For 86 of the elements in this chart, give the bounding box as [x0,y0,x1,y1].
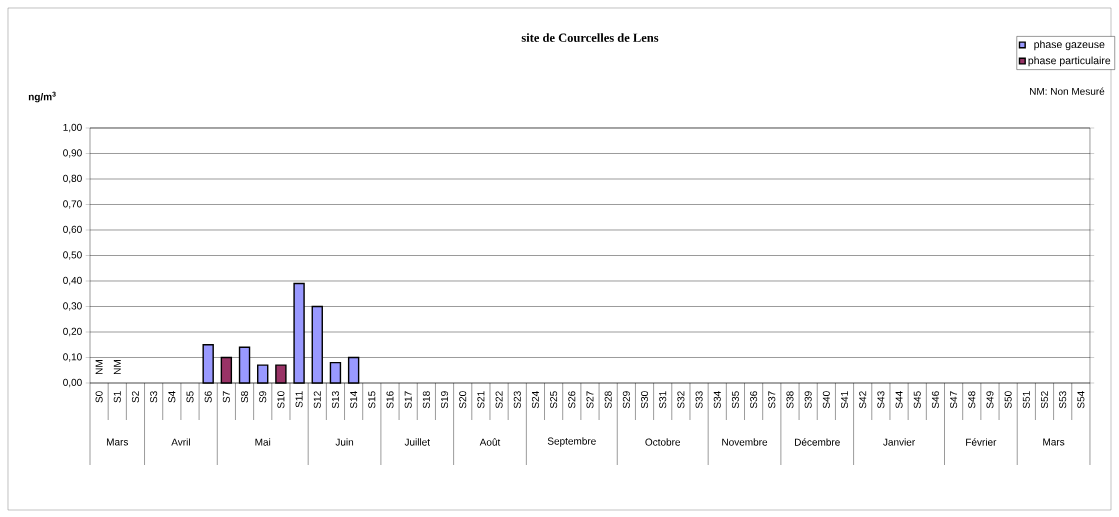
annotation: NM [95,360,103,374]
y-tick-label: 0,10 [63,353,82,362]
x-tick-label: S14 [350,391,358,409]
y-tick-label: 0,90 [63,149,82,158]
y-tick-label: 0,60 [63,225,82,235]
y-tick-label: 0,50 [63,251,82,260]
x-tick-label: S50 [1004,391,1012,409]
x-tick-label: S25 [550,391,558,409]
legend-label: phase particulaire [1028,56,1111,67]
x-tick-label: S19 [440,391,449,409]
y-tick-label: 0,20 [63,327,82,337]
x-tick-label: S31 [659,391,667,409]
x-tick-label: S24 [531,391,539,409]
x-tick-label: S43 [877,391,885,409]
x-tick-label: S13 [331,391,339,409]
x-tick-label: S15 [368,391,376,409]
x-tick-label: S4 [168,391,176,403]
x-tick-label: S27 [586,391,594,409]
text: Juin [335,438,354,446]
y-tick-label: 0,80 [63,174,82,184]
legend-label: phase gazeuse [1034,40,1105,51]
x-tick-label: S35 [731,391,739,409]
x-tick-label: S12 [313,391,321,409]
x-tick-label: S2 [131,391,139,403]
x-tick-label: S34 [713,391,721,409]
x-tick-label: S51 [1022,391,1030,409]
y-tick-label: 0,70 [63,200,82,209]
x-tick-label: S32 [677,391,685,409]
y-axis-title: ng/m$^{3}$ [28,91,56,103]
text: Avril [171,438,190,446]
x-tick-label: S0 [95,391,103,403]
text: Décembre [794,438,840,446]
text: Octobre [645,438,681,446]
x-tick-label: S46 [931,391,939,409]
text: Septembre [547,437,596,447]
chart-title: site de Courcelles de Lens [521,33,659,42]
x-tick-label: S20 [459,391,467,409]
x-tick-label: S5 [186,391,194,403]
text: Février [966,438,997,446]
text: Mars [106,438,129,446]
text: Mars [1043,438,1065,446]
y-tick-label: 0,00 [63,378,82,388]
x-tick-label: S9 [259,391,267,403]
x-tick-label: S38 [786,391,794,409]
x-tick-label: S1 [113,391,121,403]
x-tick-label: S8 [241,391,249,403]
x-tick-label: S49 [986,391,994,409]
text: Août [479,438,501,446]
text: NM: Non Mesuré [1029,87,1105,95]
x-tick-label: S3 [150,391,158,403]
x-tick-label: S6 [204,391,212,403]
x-tick-label: S30 [640,391,649,409]
x-tick-label: S42 [859,391,867,409]
x-tick-label: S36 [750,391,758,409]
x-tick-label: S23 [513,391,521,409]
y-tick-label: 0,30 [63,302,82,311]
y-tick-label: 1,00 [63,123,82,133]
annotation: NM [113,360,121,374]
x-tick-label: S28 [604,391,612,409]
x-tick-label: S53 [1059,391,1067,409]
x-tick-label: S40 [822,391,830,409]
x-tick-label: S16 [386,391,394,409]
x-tick-label: S26 [568,391,576,409]
x-tick-label: S18 [422,391,430,409]
text: Janvier [883,438,916,446]
x-tick-label: S47 [950,391,958,409]
text: Mai [255,438,271,446]
x-tick-label: S17 [404,391,412,409]
x-tick-label: S10 [277,391,285,409]
x-tick-label: S22 [495,391,503,409]
x-tick-label: S29 [622,391,630,409]
text: Juillet [404,438,430,446]
x-tick-label: S44 [895,391,903,409]
x-tick-label: S52 [1040,391,1049,409]
x-tick-label: S48 [968,391,976,409]
x-tick-label: S54 [1077,391,1085,409]
x-tick-label: S45 [913,391,921,409]
x-tick-label: S33 [695,391,703,409]
x-tick-label: S21 [477,391,485,409]
x-tick-label: S37 [768,391,776,409]
text: Novembre [722,438,768,446]
x-tick-label: S7 [222,391,230,403]
x-tick-label: S39 [804,391,812,409]
y-tick-label: 0,40 [63,276,82,286]
x-tick-label: S41 [840,391,849,409]
x-tick-label: S11 [295,391,303,408]
